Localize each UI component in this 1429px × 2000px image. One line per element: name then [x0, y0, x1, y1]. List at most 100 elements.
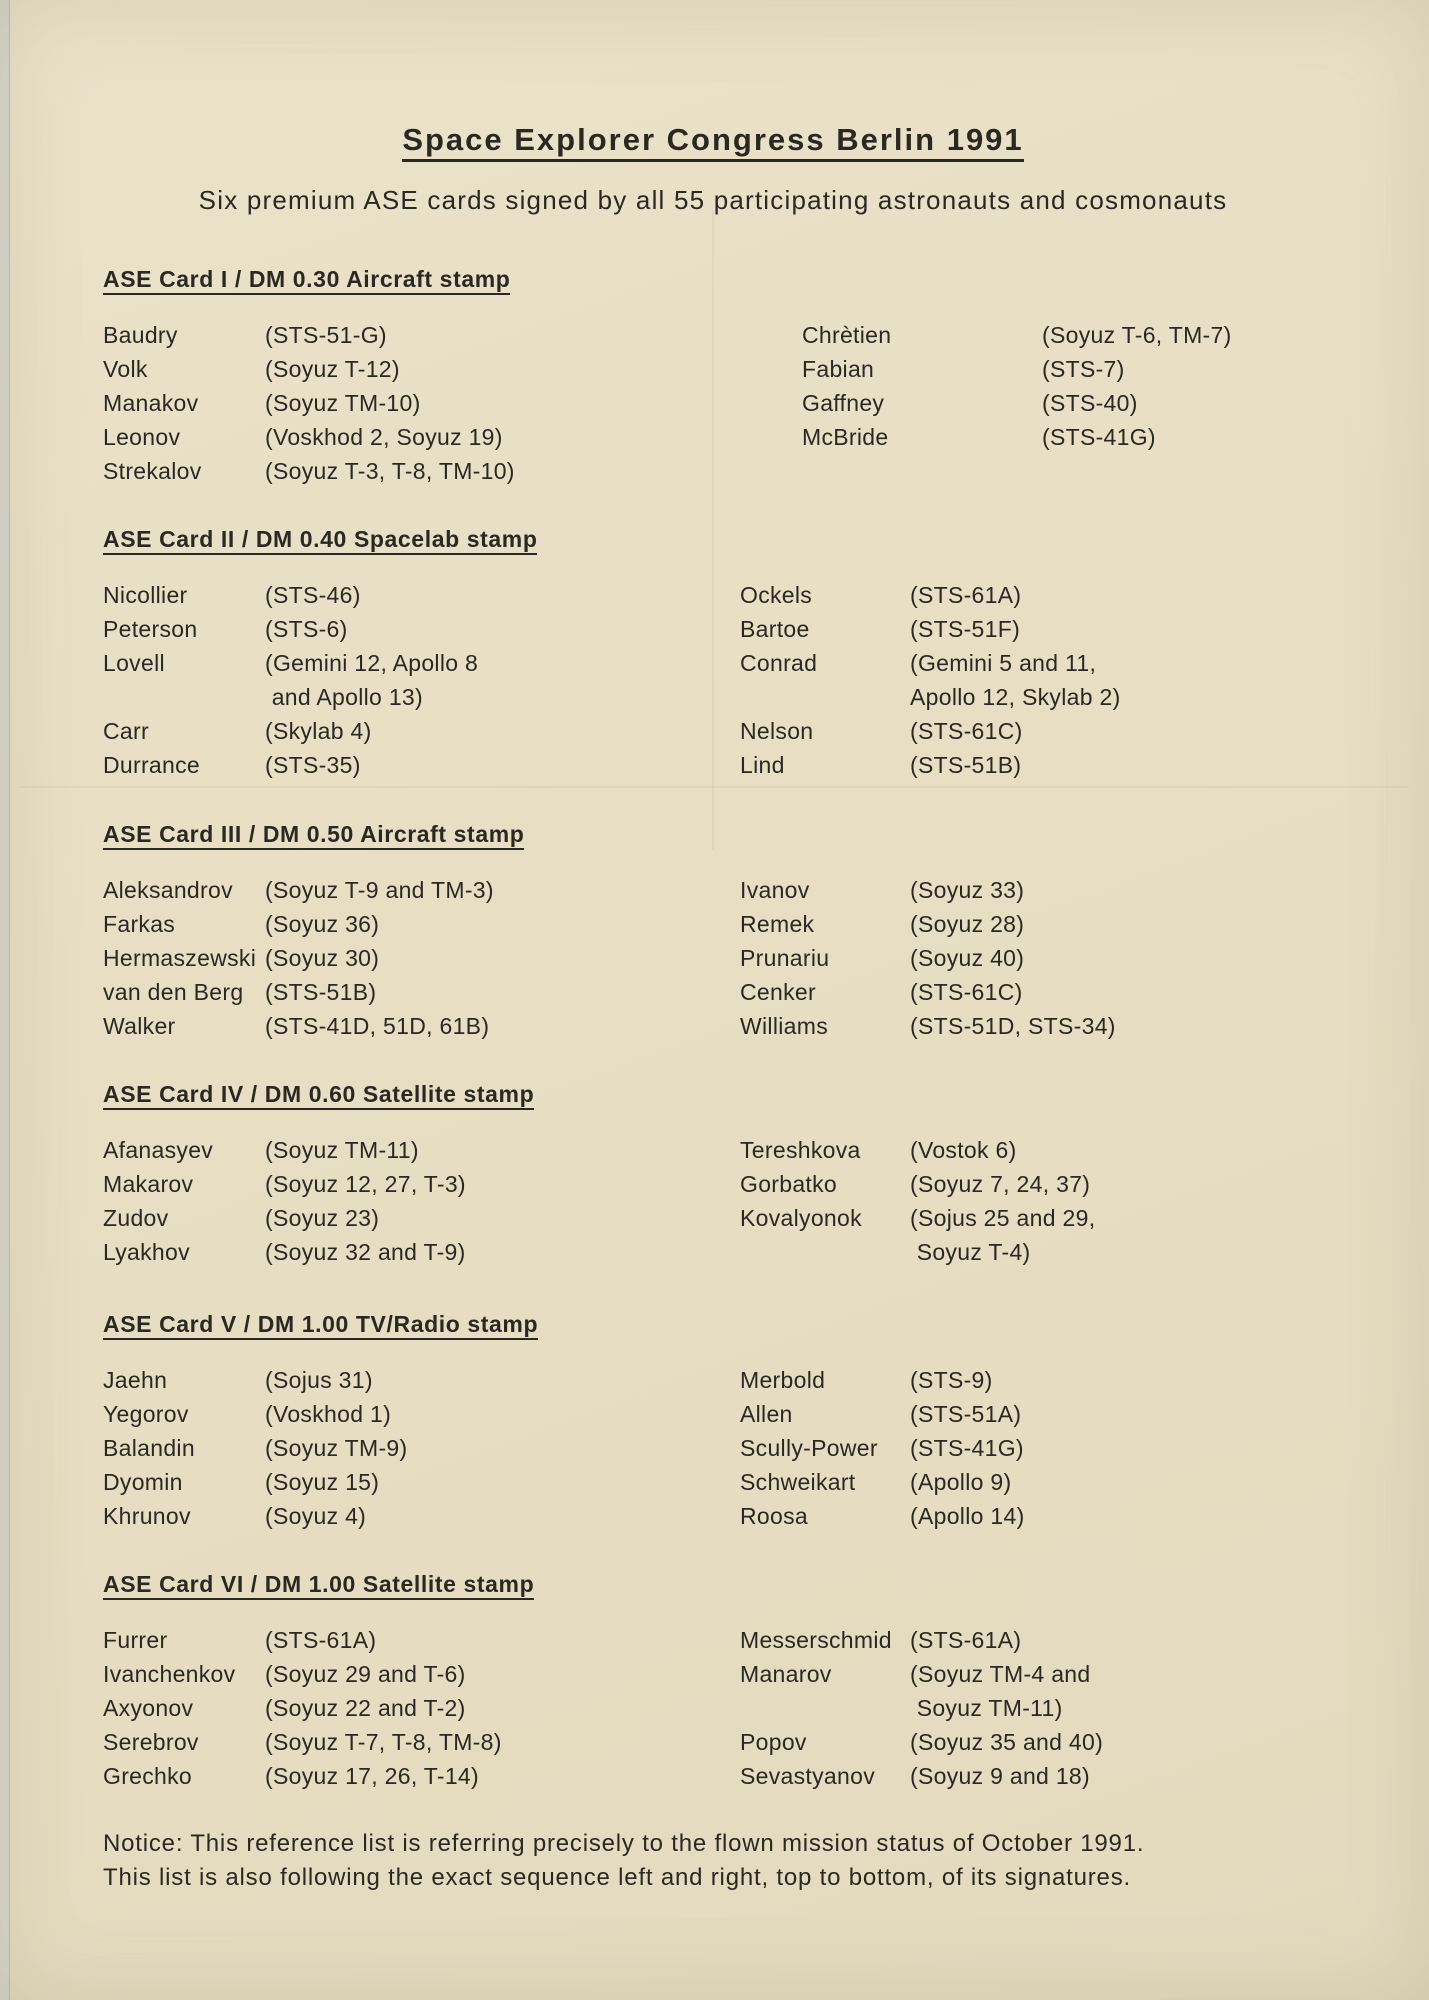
section-heading: ASE Card III / DM 0.50 Aircraft stamp [103, 817, 1323, 851]
mission-list: (Soyuz T-3, T-8, TM-10) [265, 458, 515, 484]
astronaut-entry: Peterson (STS-6) [103, 612, 740, 646]
card-section: ASE Card II / DM 0.40 Spacelab stamp Nic… [103, 522, 1323, 782]
mission-list: (STS-51-G) [265, 322, 387, 348]
subtitle: Six premium ASE cards signed by all 55 p… [198, 185, 1228, 215]
astronaut-entry: Popov (Soyuz 35 and 40) [740, 1725, 1323, 1759]
fold-crease-vertical [712, 210, 714, 850]
astronaut-entry: Chrètien (Soyuz T-6, TM-7) [802, 318, 1323, 352]
mission-list: (STS-40) [1042, 390, 1138, 416]
card-section: ASE Card V / DM 1.00 TV/Radio stamp Jaeh… [103, 1307, 1323, 1533]
section-heading-text: ASE Card VI / DM 1.00 Satellite stamp [103, 1571, 535, 1600]
mission-list: (Soyuz 28) [910, 911, 1025, 937]
astronaut-entry: Manakov (Soyuz TM-10) [103, 386, 740, 420]
astronaut-name: Remek [740, 911, 815, 937]
section-columns: Nicollier (STS-46) Peterson (STS-6) Love… [103, 578, 1323, 782]
astronaut-name: Leonov [103, 424, 181, 450]
mission-list: (Soyuz 7, 24, 37) [910, 1171, 1091, 1197]
mission-list: (Soyuz T-9 and TM-3) [265, 877, 494, 903]
astronaut-entry: Sevastyanov (Soyuz 9 and 18) [740, 1759, 1323, 1793]
mission-list: (STS-6) [265, 616, 348, 642]
right-column: Ockels (STS-61A) Bartoe (STS-51F) Conrad… [740, 578, 1323, 782]
section-columns: Furrer (STS-61A) Ivanchenkov (Soyuz 29 a… [103, 1623, 1323, 1793]
section-heading-text: ASE Card II / DM 0.40 Spacelab stamp [103, 526, 538, 555]
mission-list: (STS-41D, 51D, 61B) [265, 1013, 490, 1039]
astronaut-entry: Lyakhov (Soyuz 32 and T-9) [103, 1235, 740, 1269]
astronaut-name: Tereshkova [740, 1137, 861, 1163]
section-heading: ASE Card IV / DM 0.60 Satellite stamp [103, 1077, 1323, 1111]
mission-list: (Gemini 5 and 11, Apollo 12, Skylab 2) [910, 650, 1121, 710]
right-column: Messerschmid (STS-61A) Manarov (Soyuz TM… [740, 1623, 1323, 1793]
astronaut-name: Manakov [103, 390, 199, 416]
left-column: Nicollier (STS-46) Peterson (STS-6) Love… [103, 578, 740, 782]
left-column: Jaehn (Sojus 31) Yegorov (Voskhod 1) Bal… [103, 1363, 740, 1533]
fold-crease-horizontal [20, 786, 1409, 788]
mission-list: (Skylab 4) [265, 718, 372, 744]
astronaut-entry: Messerschmid (STS-61A) [740, 1623, 1323, 1657]
astronaut-entry: Volk (Soyuz T-12) [103, 352, 740, 386]
section-heading: ASE Card VI / DM 1.00 Satellite stamp [103, 1567, 1323, 1601]
right-column: Tereshkova (Vostok 6) Gorbatko (Soyuz 7,… [740, 1133, 1323, 1269]
astronaut-name: Makarov [103, 1171, 194, 1197]
astronaut-name: Nicollier [103, 582, 188, 608]
astronaut-entry: Axyonov (Soyuz 22 and T-2) [103, 1691, 740, 1725]
mission-list: (Soyuz 35 and 40) [910, 1729, 1104, 1755]
left-column: Afanasyev (Soyuz TM-11) Makarov (Soyuz 1… [103, 1133, 740, 1269]
mission-list: (Soyuz T-7, T-8, TM-8) [265, 1729, 502, 1755]
astronaut-name: Peterson [103, 616, 198, 642]
astronaut-name: Chrètien [802, 322, 892, 348]
astronaut-entry: Scully-Power (STS-41G) [740, 1431, 1323, 1465]
mission-list: (Sojus 25 and 29, Soyuz T-4) [910, 1205, 1096, 1265]
astronaut-name: Scully-Power [740, 1435, 878, 1461]
astronaut-entry: Kovalyonok (Sojus 25 and 29, Soyuz T-4) [740, 1201, 1323, 1269]
astronaut-name: Furrer [103, 1627, 168, 1653]
astronaut-entry: Ivanchenkov (Soyuz 29 and T-6) [103, 1657, 740, 1691]
mission-list: (STS-61A) [910, 582, 1022, 608]
astronaut-entry: Roosa (Apollo 14) [740, 1499, 1323, 1533]
mission-list: (STS-61C) [910, 718, 1023, 744]
astronaut-entry: Furrer (STS-61A) [103, 1623, 740, 1657]
astronaut-entry: Bartoe (STS-51F) [740, 612, 1323, 646]
mission-list: (Soyuz TM-10) [265, 390, 421, 416]
astronaut-entry: Allen (STS-51A) [740, 1397, 1323, 1431]
mission-list: (STS-51F) [910, 616, 1021, 642]
mission-list: (Voskhod 1) [265, 1401, 392, 1427]
card-section: ASE Card I / DM 0.30 Aircraft stamp Baud… [103, 262, 1323, 488]
astronaut-name: Aleksandrov [103, 877, 233, 903]
mission-list: (Soyuz 33) [910, 877, 1025, 903]
left-column: Furrer (STS-61A) Ivanchenkov (Soyuz 29 a… [103, 1623, 740, 1793]
section-columns: Jaehn (Sojus 31) Yegorov (Voskhod 1) Bal… [103, 1363, 1323, 1533]
astronaut-entry: Prunariu (Soyuz 40) [740, 941, 1323, 975]
astronaut-name: Zudov [103, 1205, 169, 1231]
mission-list: (Soyuz 30) [265, 945, 380, 971]
astronaut-entry: Manarov (Soyuz TM-4 and Soyuz TM-11) [740, 1657, 1323, 1725]
astronaut-name: Gaffney [802, 390, 885, 416]
astronaut-entry: Jaehn (Sojus 31) [103, 1363, 740, 1397]
astronaut-entry: McBride (STS-41G) [802, 420, 1323, 454]
astronaut-name: Farkas [103, 911, 176, 937]
astronaut-entry: Khrunov (Soyuz 4) [103, 1499, 740, 1533]
section-columns: Aleksandrov (Soyuz T-9 and TM-3) Farkas … [103, 873, 1323, 1043]
astronaut-entry: Dyomin (Soyuz 15) [103, 1465, 740, 1499]
mission-list: (STS-41G) [910, 1435, 1024, 1461]
astronaut-name: Popov [740, 1729, 807, 1755]
card-section: ASE Card IV / DM 0.60 Satellite stamp Af… [103, 1077, 1323, 1269]
mission-list: (STS-51B) [265, 979, 377, 1005]
section-heading: ASE Card V / DM 1.00 TV/Radio stamp [103, 1307, 1323, 1341]
right-column: Ivanov (Soyuz 33) Remek (Soyuz 28) Pruna… [740, 873, 1323, 1043]
astronaut-name: Khrunov [103, 1503, 191, 1529]
astronaut-entry: Durrance (STS-35) [103, 748, 740, 782]
astronaut-name: Walker [103, 1013, 176, 1039]
right-column: Chrètien (Soyuz T-6, TM-7) Fabian (STS-7… [740, 318, 1323, 488]
mission-list: (Soyuz 40) [910, 945, 1025, 971]
card-section: ASE Card III / DM 0.50 Aircraft stamp Al… [103, 817, 1323, 1043]
mission-list: (STS-61C) [910, 979, 1023, 1005]
astronaut-name: Carr [103, 718, 149, 744]
astronaut-name: Lovell [103, 650, 165, 676]
mission-list: (Soyuz TM-4 and Soyuz TM-11) [910, 1661, 1091, 1721]
astronaut-name: van den Berg [103, 979, 244, 1005]
astronaut-name: Yegorov [103, 1401, 189, 1427]
mission-list: (Soyuz 32 and T-9) [265, 1239, 466, 1265]
right-column: Merbold (STS-9) Allen (STS-51A) Scully-P… [740, 1363, 1323, 1533]
mission-list: (Sojus 31) [265, 1367, 373, 1393]
section-heading-text: ASE Card V / DM 1.00 TV/Radio stamp [103, 1311, 539, 1340]
